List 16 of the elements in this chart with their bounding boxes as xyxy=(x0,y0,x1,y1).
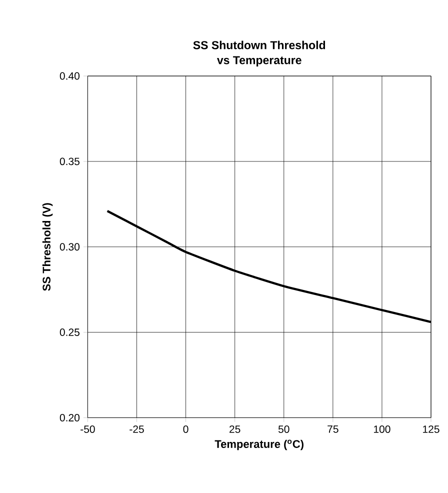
x-axis-title: Temperature ($^{o}$C) xyxy=(214,440,304,450)
y-tick-label: 0.30 xyxy=(60,243,80,251)
x-tick-label: 0 xyxy=(183,425,188,433)
x-tick-label: 100 xyxy=(374,425,390,433)
x-tick-label: -25 xyxy=(130,425,144,433)
y-tick-label: 0.40 xyxy=(60,72,80,80)
y-axis-title: SS Threshold (V) xyxy=(42,203,53,291)
x-tick-label: 25 xyxy=(230,425,240,433)
chart-title: SS Shutdown Threshold vs Temperature xyxy=(193,40,326,67)
x-tick-label: 50 xyxy=(278,425,290,433)
y-tick-label: 0.35 xyxy=(60,158,80,166)
y-tick-label: 0.20 xyxy=(60,414,80,422)
x-tick-label: 75 xyxy=(328,425,338,433)
y-tick-label: 0.25 xyxy=(60,328,80,336)
x-tick-label: -50 xyxy=(80,425,95,433)
x-tick-label: 125 xyxy=(423,425,440,433)
